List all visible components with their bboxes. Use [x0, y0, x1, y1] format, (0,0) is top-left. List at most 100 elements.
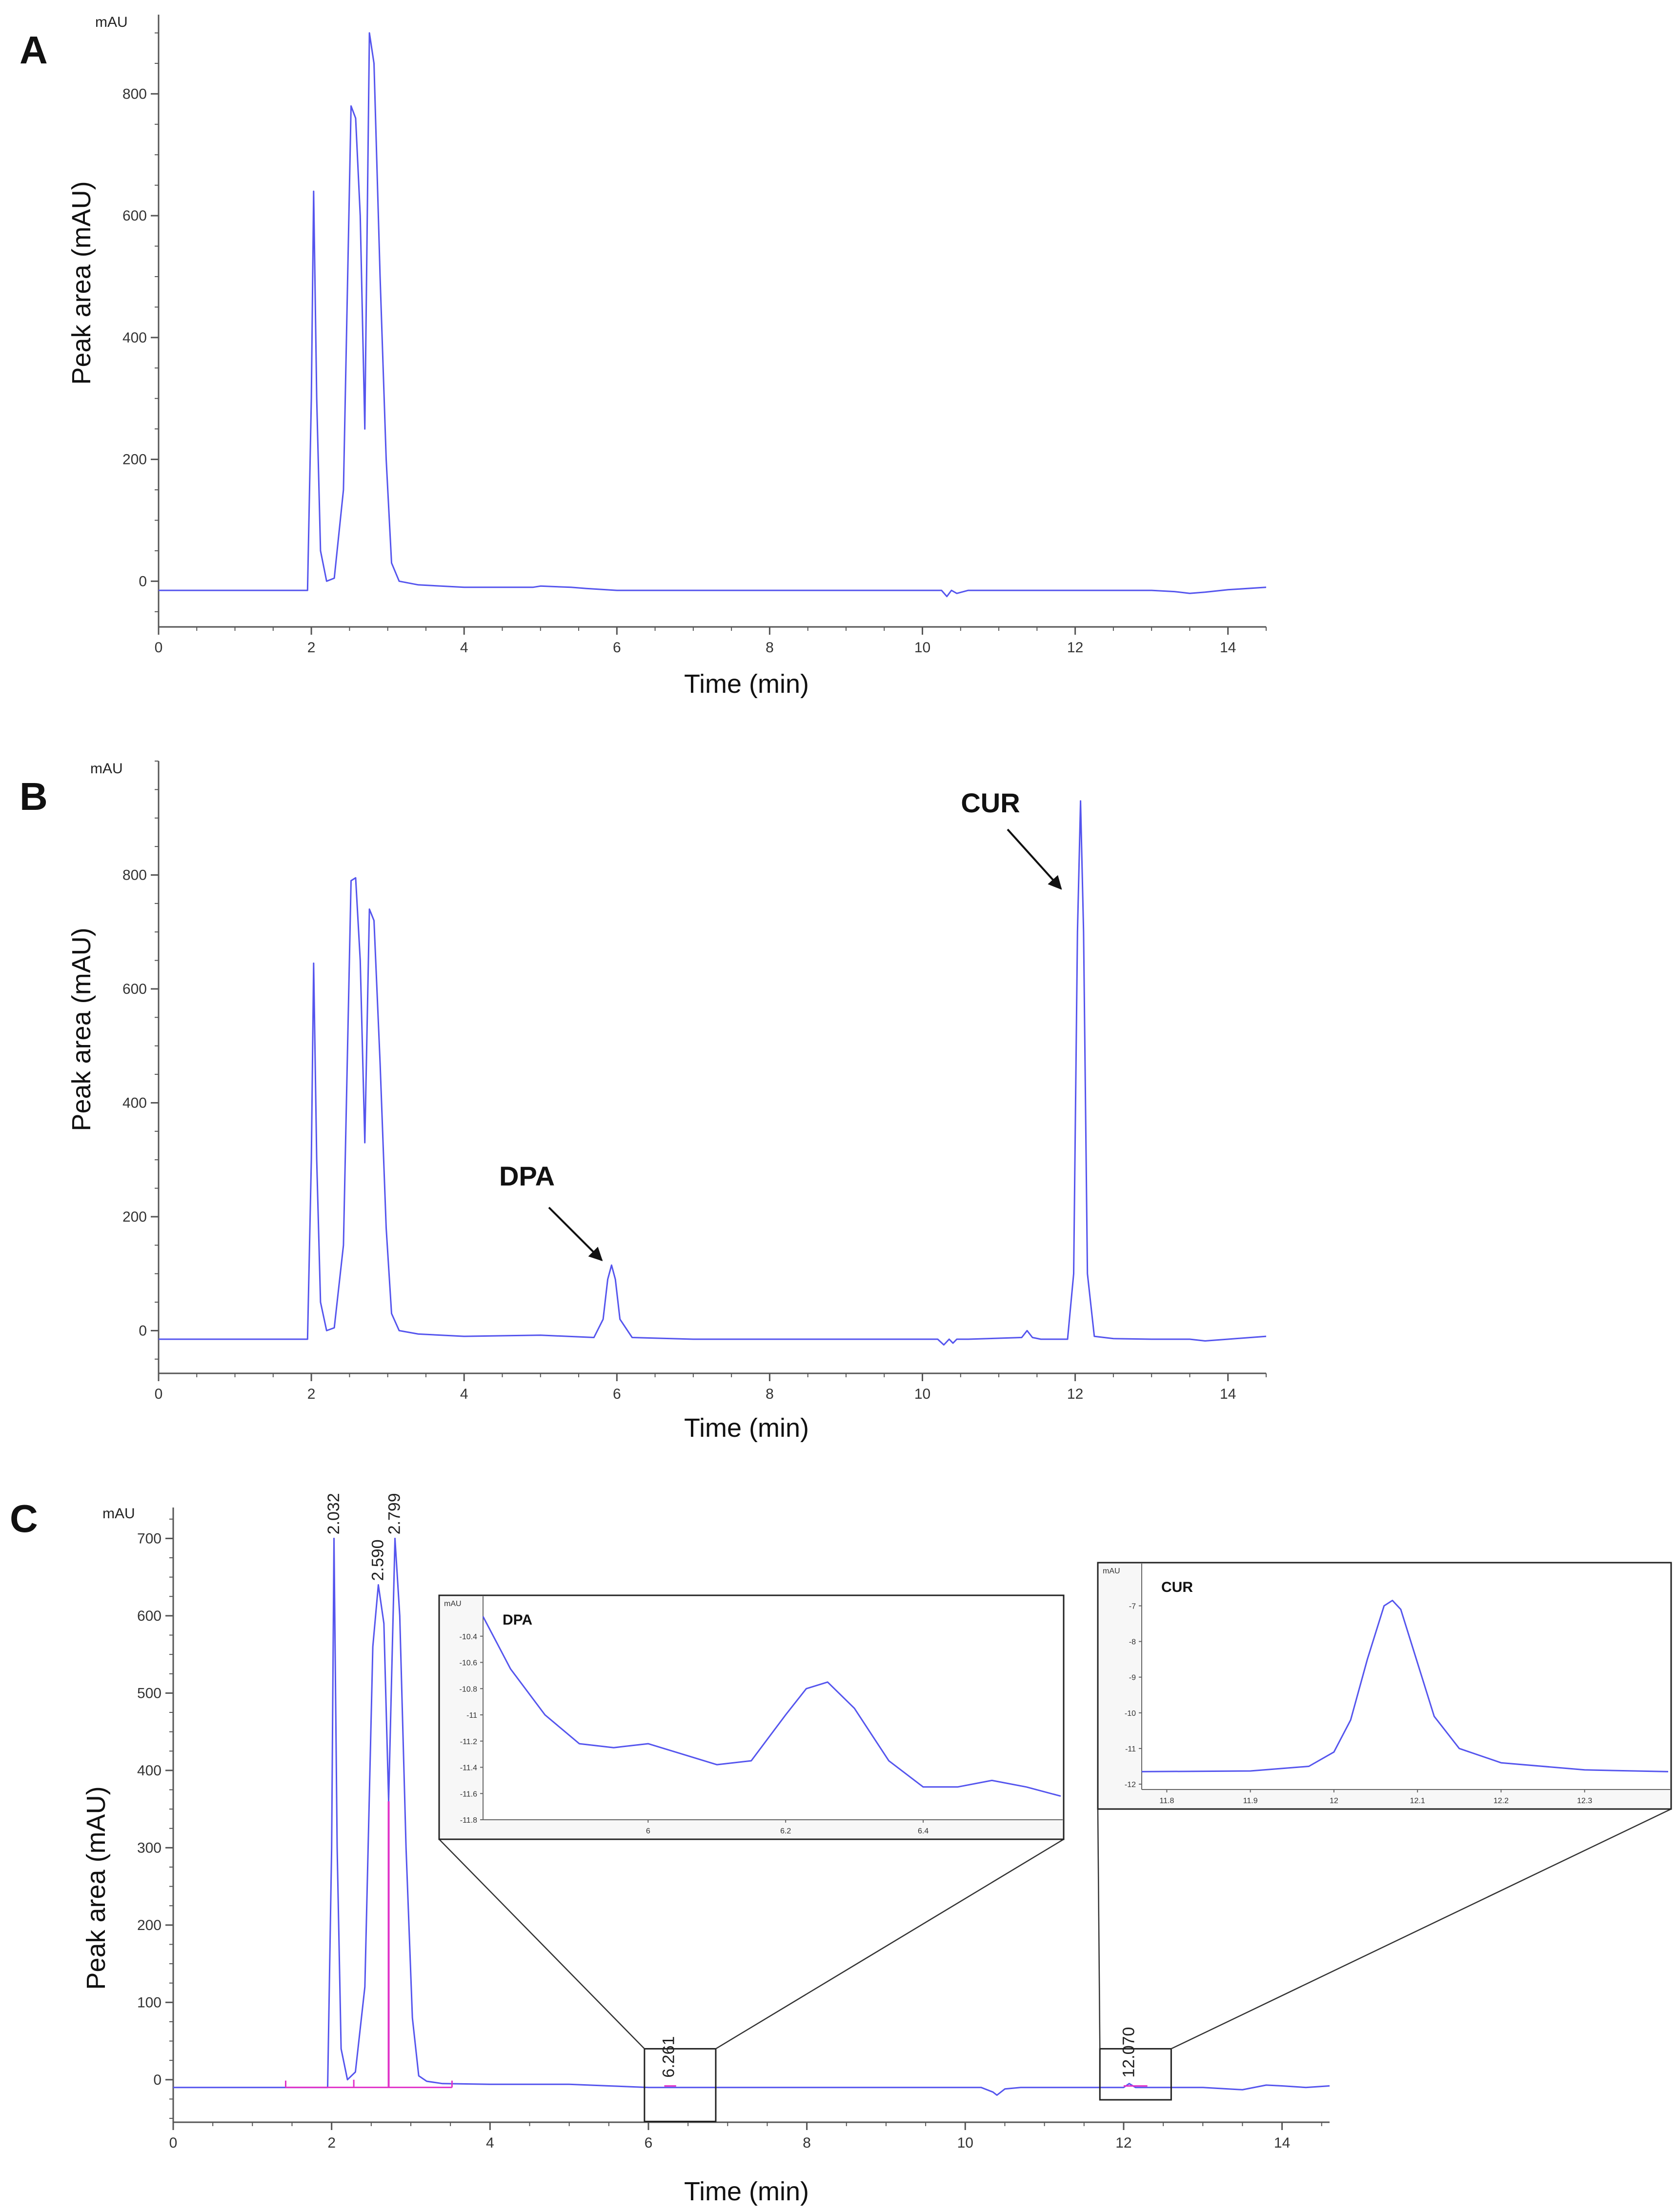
inset-y-tick-label: -11.4: [460, 1764, 477, 1772]
y-tick-label: 600: [137, 1608, 162, 1624]
inset-y-tick-label: -7: [1129, 1602, 1136, 1610]
inset-y-tick-label: -9: [1129, 1674, 1136, 1682]
y-tick-label: 700: [137, 1530, 162, 1547]
peak-label: 2.032: [324, 1493, 343, 1534]
y-tick-label: 400: [137, 1763, 162, 1779]
inset-x-tick-label: 12.1: [1410, 1797, 1425, 1805]
y-axis-title: Peak area (mAU): [67, 927, 96, 1131]
y-tick-label: 200: [122, 452, 147, 468]
peak-label: 2.799: [385, 1493, 404, 1534]
inset-y-tick-label: -11: [1125, 1745, 1136, 1753]
x-tick-label: 2: [327, 2135, 336, 2151]
inset-unit-label: mAU: [444, 1600, 462, 1608]
x-tick-label: 0: [169, 2135, 178, 2151]
inset-x-tick-label: 6.2: [780, 1827, 791, 1835]
x-tick-label: 8: [766, 1386, 774, 1402]
inset-y-tick-label: -11.6: [460, 1790, 477, 1798]
zoom-connector-cur: [1097, 1809, 1101, 2049]
panel-letter: B: [20, 775, 48, 818]
inset-x-tick-label: 6.4: [918, 1827, 929, 1835]
x-tick-label: 14: [1274, 2135, 1290, 2151]
inset-x-tick-label: 11.8: [1159, 1797, 1174, 1805]
inset-trace: [1141, 1600, 1669, 1772]
inset-y-tick-label: -10.6: [460, 1659, 478, 1668]
inset-title: DPA: [503, 1612, 532, 1628]
inset-x-tick-label: 12.3: [1577, 1797, 1592, 1805]
y-tick-label: 600: [122, 981, 147, 997]
inset-y-tick-label: -10.8: [460, 1685, 478, 1693]
inset-y-tick-label: -11.2: [460, 1738, 477, 1746]
y-tick-label: 400: [122, 330, 147, 346]
y-tick-label: 200: [137, 1917, 162, 1933]
inset-frame: [1097, 1562, 1672, 1810]
peak-label: 2.590: [368, 1539, 387, 1581]
annotation-arrow-dpa: [548, 1207, 603, 1262]
x-tick-label: 8: [766, 640, 774, 656]
chromatogram-trace: [159, 32, 1267, 598]
x-tick-label: 8: [803, 2135, 811, 2151]
inset-axis-band: [1099, 1564, 1142, 1790]
inset-y-tick-label: -10.4: [460, 1633, 478, 1641]
y-unit-label: mAU: [95, 14, 128, 30]
x-tick-label: 6: [613, 1386, 621, 1402]
x-tick-label: 10: [914, 640, 930, 656]
panel-letter: C: [10, 1497, 38, 1540]
inset-x-tick-label: 12.2: [1494, 1797, 1509, 1805]
x-tick-label: 12: [1067, 640, 1083, 656]
x-tick-label: 12: [1067, 1386, 1083, 1402]
y-unit-label: mAU: [90, 761, 123, 777]
y-tick-label: 0: [153, 2072, 162, 2088]
inset-frame: [438, 1594, 1065, 1840]
zoom-box-cur: [1099, 2048, 1172, 2101]
y-tick-label: 400: [122, 1095, 147, 1111]
y-axis-title: Peak area (mAU): [81, 1786, 111, 1990]
annotation-cur: CUR: [961, 787, 1020, 818]
x-axis-title: Time (min): [684, 2177, 809, 2206]
x-axis-title: Time (min): [684, 1413, 809, 1443]
y-tick-label: 300: [137, 1840, 162, 1856]
inset-dpa: mAU DPA -10.4 -10.6 -10.8 -11 -11.2 -11.4 -11.6 -…: [438, 1594, 1065, 1840]
y-tick-label: 200: [122, 1209, 147, 1225]
inset-y-tick-label: -10: [1125, 1709, 1136, 1718]
x-axis-title: Time (min): [684, 669, 809, 699]
y-tick-label: 100: [137, 1994, 162, 2011]
inset-y-tick-label: -11: [466, 1711, 477, 1720]
inset-cur: mAU CUR -7 -8 -9 -10 -11 -12 11.8 11.9 12 12.1 12.2 1…: [1097, 1562, 1672, 1810]
x-tick-label: 4: [460, 1386, 468, 1402]
annotation-arrow-cur: [1007, 828, 1062, 890]
x-tick-label: 2: [307, 640, 316, 656]
annotation-dpa: DPA: [499, 1161, 555, 1191]
x-tick-label: 10: [914, 1386, 930, 1402]
inset-y-tick-label: -8: [1129, 1638, 1136, 1647]
inset-axis-band: [440, 1596, 483, 1820]
zoom-box-dpa: [644, 2048, 717, 2122]
x-tick-label: 6: [613, 640, 621, 656]
inset-x-tick-label: 12: [1330, 1797, 1338, 1805]
inset-axis-band: [1099, 1790, 1670, 1808]
x-tick-label: 0: [155, 1386, 163, 1402]
y-tick-label: 800: [122, 867, 147, 883]
peak-label: 12.070: [1119, 2027, 1138, 2078]
inset-title: CUR: [1161, 1579, 1193, 1595]
zoom-connector-dpa: [439, 1839, 645, 2050]
x-tick-label: 14: [1220, 1386, 1236, 1402]
y-axis-title: Peak area (mAU): [67, 181, 96, 384]
chromatogram-trace: [159, 800, 1267, 1346]
zoom-connector-dpa: [715, 1838, 1064, 2050]
x-tick-label: 0: [155, 640, 163, 656]
x-tick-label: 2: [307, 1386, 316, 1402]
y-tick-label: 500: [137, 1685, 162, 1701]
x-tick-label: 4: [486, 2135, 494, 2151]
y-unit-label: mAU: [102, 1506, 135, 1522]
y-tick-label: 0: [139, 1323, 147, 1339]
y-tick-label: 800: [122, 86, 147, 102]
x-tick-label: 14: [1220, 640, 1236, 656]
x-tick-label: 10: [957, 2135, 973, 2151]
y-tick-label: 600: [122, 208, 147, 224]
inset-trace: [482, 1616, 1061, 1797]
y-tick-label: 0: [139, 573, 147, 589]
